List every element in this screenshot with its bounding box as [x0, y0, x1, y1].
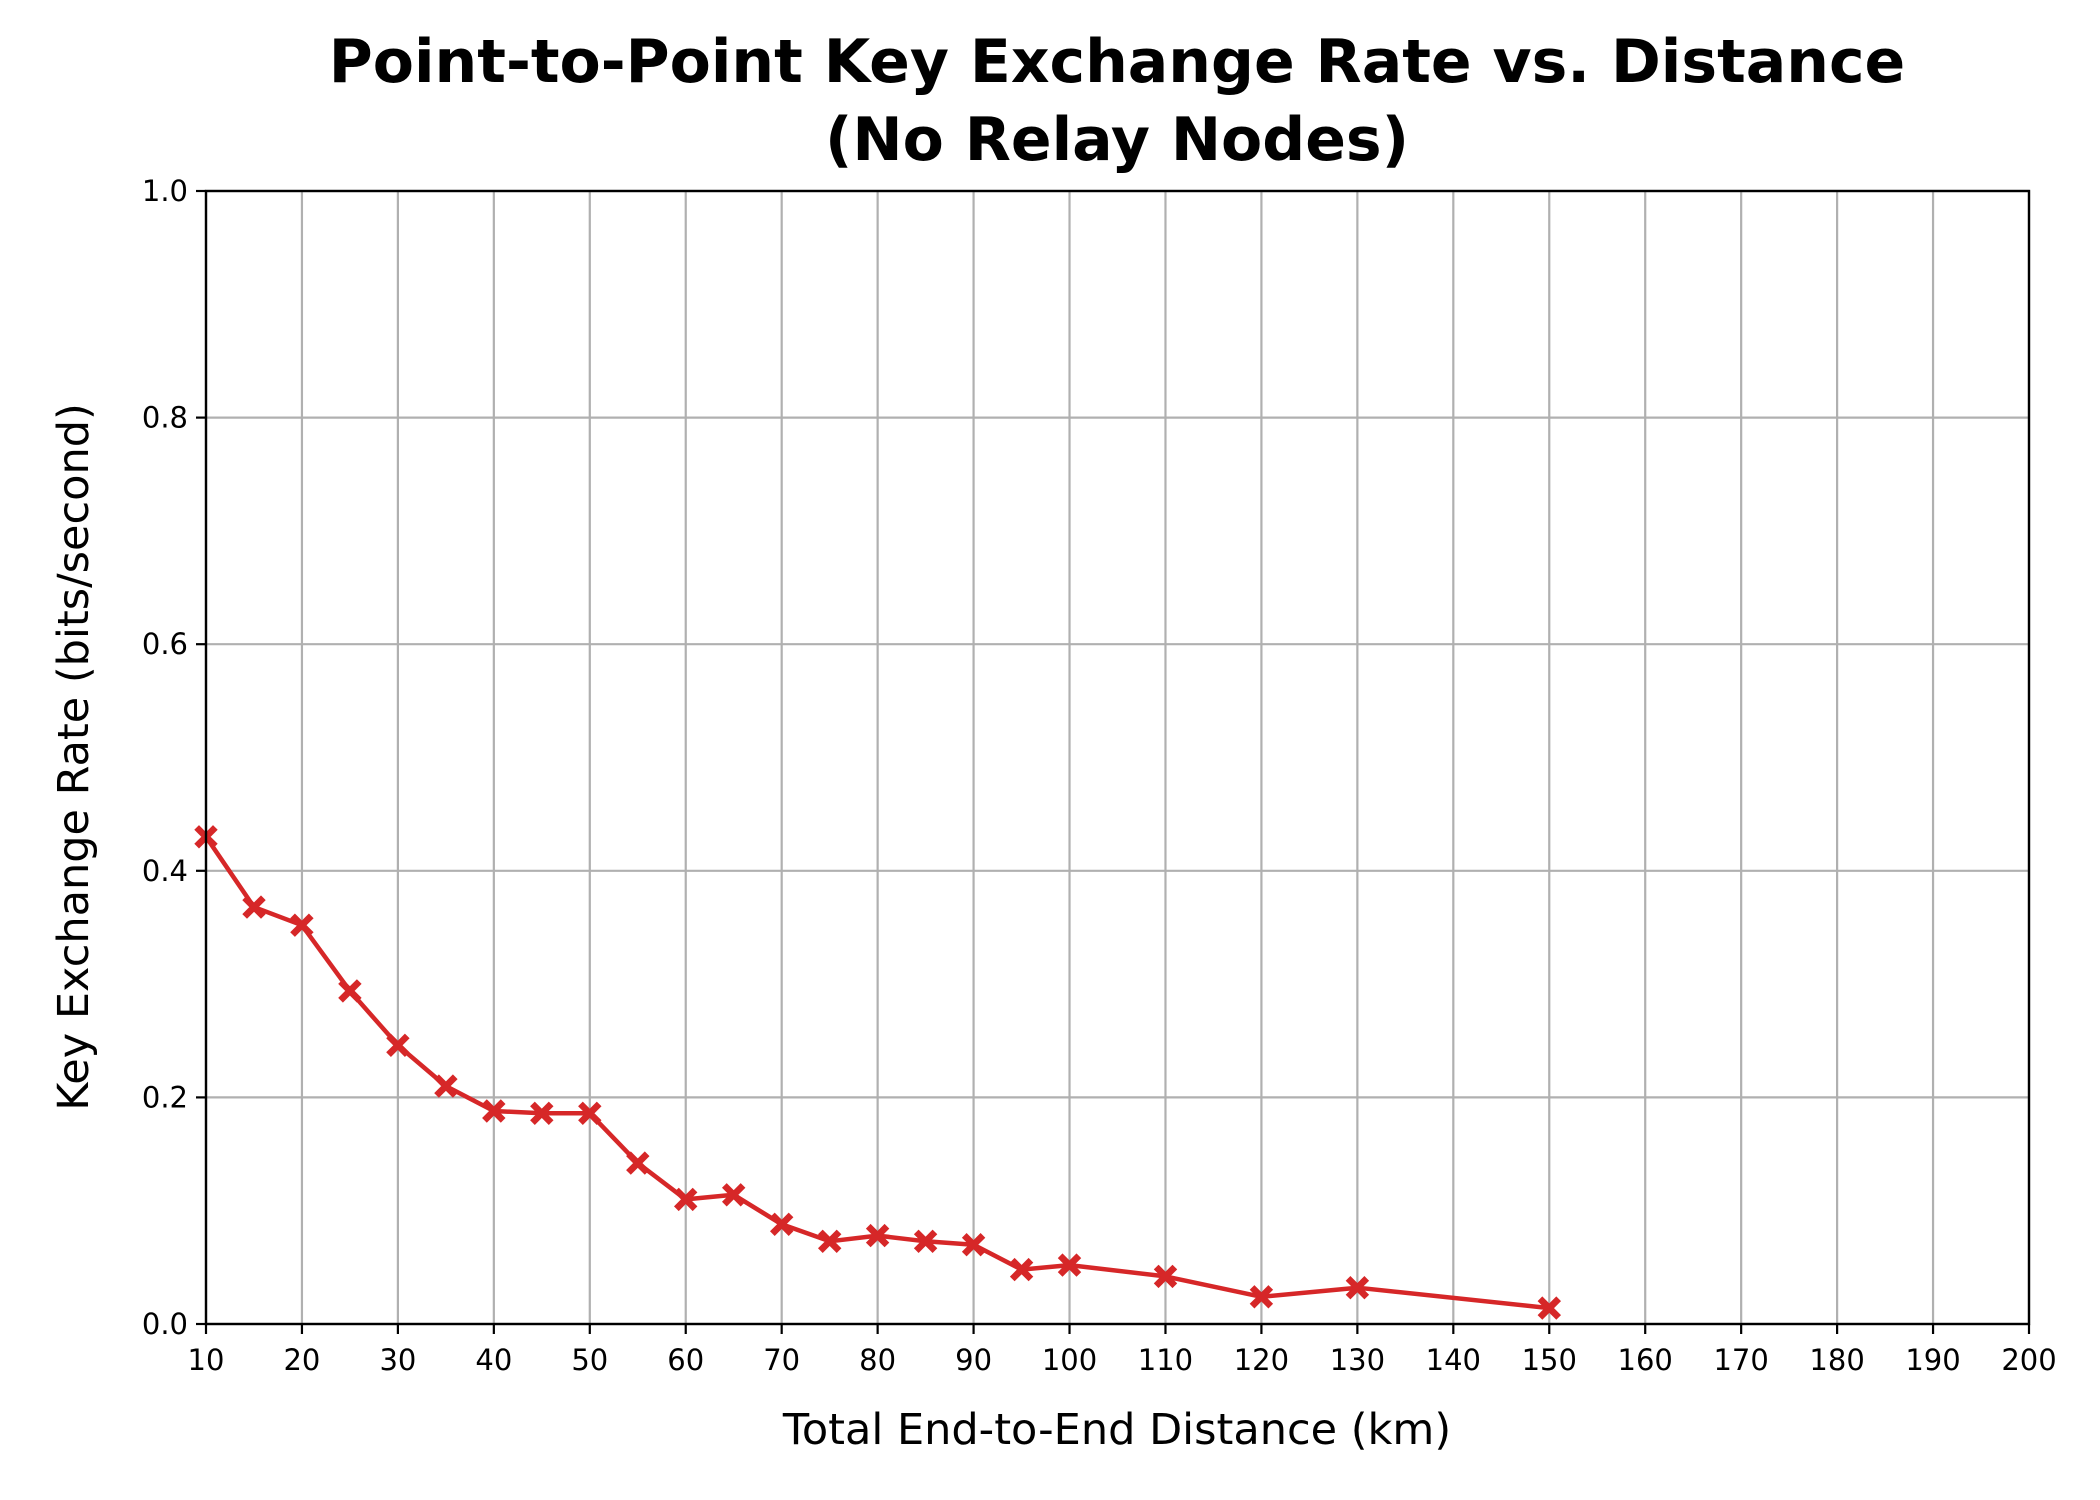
data-point-marker	[434, 1074, 458, 1098]
data-point-marker	[1009, 1257, 1034, 1282]
data-point-marker	[626, 1151, 650, 1175]
data-point-marker	[290, 913, 314, 937]
data-point-marker	[1537, 1296, 1562, 1320]
x-tick-label: 190	[1905, 1343, 1960, 1377]
data-point-marker	[1249, 1285, 1274, 1309]
data-point-marker	[769, 1212, 794, 1237]
x-tick-label: 180	[1809, 1343, 1864, 1377]
x-tick-label: 200	[2001, 1343, 2056, 1377]
series-layer	[194, 825, 1562, 1320]
x-tick-label: 30	[379, 1343, 416, 1377]
data-point-marker	[673, 1187, 698, 1212]
y-tick-label: 0.6	[142, 627, 188, 661]
data-point-marker	[865, 1223, 890, 1248]
data-point-marker	[242, 895, 266, 919]
x-tick-label: 100	[1042, 1343, 1097, 1377]
x-tick-label: 20	[283, 1343, 320, 1377]
y-axis-label: Key Exchange Rate (bits/second)	[49, 403, 99, 1111]
y-tick-label: 0.8	[142, 401, 188, 435]
data-point-marker	[721, 1183, 746, 1207]
data-point-marker	[530, 1101, 554, 1126]
x-tick-label: 50	[571, 1343, 608, 1377]
x-tick-label: 10	[188, 1343, 225, 1377]
data-point-marker	[817, 1229, 842, 1254]
x-tick-label: 130	[1330, 1343, 1385, 1377]
data-point-marker	[482, 1099, 506, 1123]
data-point-marker	[578, 1101, 602, 1126]
y-tick-label: 0.2	[142, 1080, 188, 1114]
data-point-marker	[1345, 1275, 1370, 1300]
y-tick-label: 1.0	[142, 174, 188, 208]
x-tick-label: 120	[1234, 1343, 1289, 1377]
data-point-marker	[961, 1232, 986, 1257]
x-tick-label: 140	[1426, 1343, 1481, 1377]
x-tick-label: 150	[1522, 1343, 1577, 1377]
y-tick-label: 0.0	[142, 1307, 188, 1341]
x-tick-label: 70	[763, 1343, 800, 1377]
plot-frame	[204, 189, 2031, 1326]
data-point-marker	[1057, 1253, 1082, 1277]
x-tick-label: 80	[859, 1343, 896, 1377]
x-tick-label: 60	[667, 1343, 704, 1377]
x-tick-label: 170	[1713, 1343, 1768, 1377]
chart-subtitle: (No Relay Nodes)	[825, 105, 1409, 175]
grid-lines	[204, 189, 2031, 1326]
x-tick-label: 90	[955, 1343, 992, 1377]
y-tick-label: 0.4	[142, 854, 188, 888]
x-tick-label: 110	[1138, 1343, 1193, 1377]
x-tick-label: 40	[475, 1343, 512, 1377]
chart-title: Point-to-Point Key Exchange Rate vs. Dis…	[329, 27, 1905, 97]
x-tick-label: 160	[1618, 1343, 1673, 1377]
data-point-marker	[913, 1229, 938, 1254]
data-point-marker	[338, 979, 362, 1003]
axis-ticks: 10 20 30 40 50 60 70 80 90 100 110 120 130 140 150 160 1…	[142, 174, 2057, 1377]
data-point-marker	[1153, 1264, 1178, 1289]
data-point-marker	[386, 1033, 410, 1058]
x-axis-label: Total End-to-End Distance (km)	[782, 1405, 1451, 1455]
